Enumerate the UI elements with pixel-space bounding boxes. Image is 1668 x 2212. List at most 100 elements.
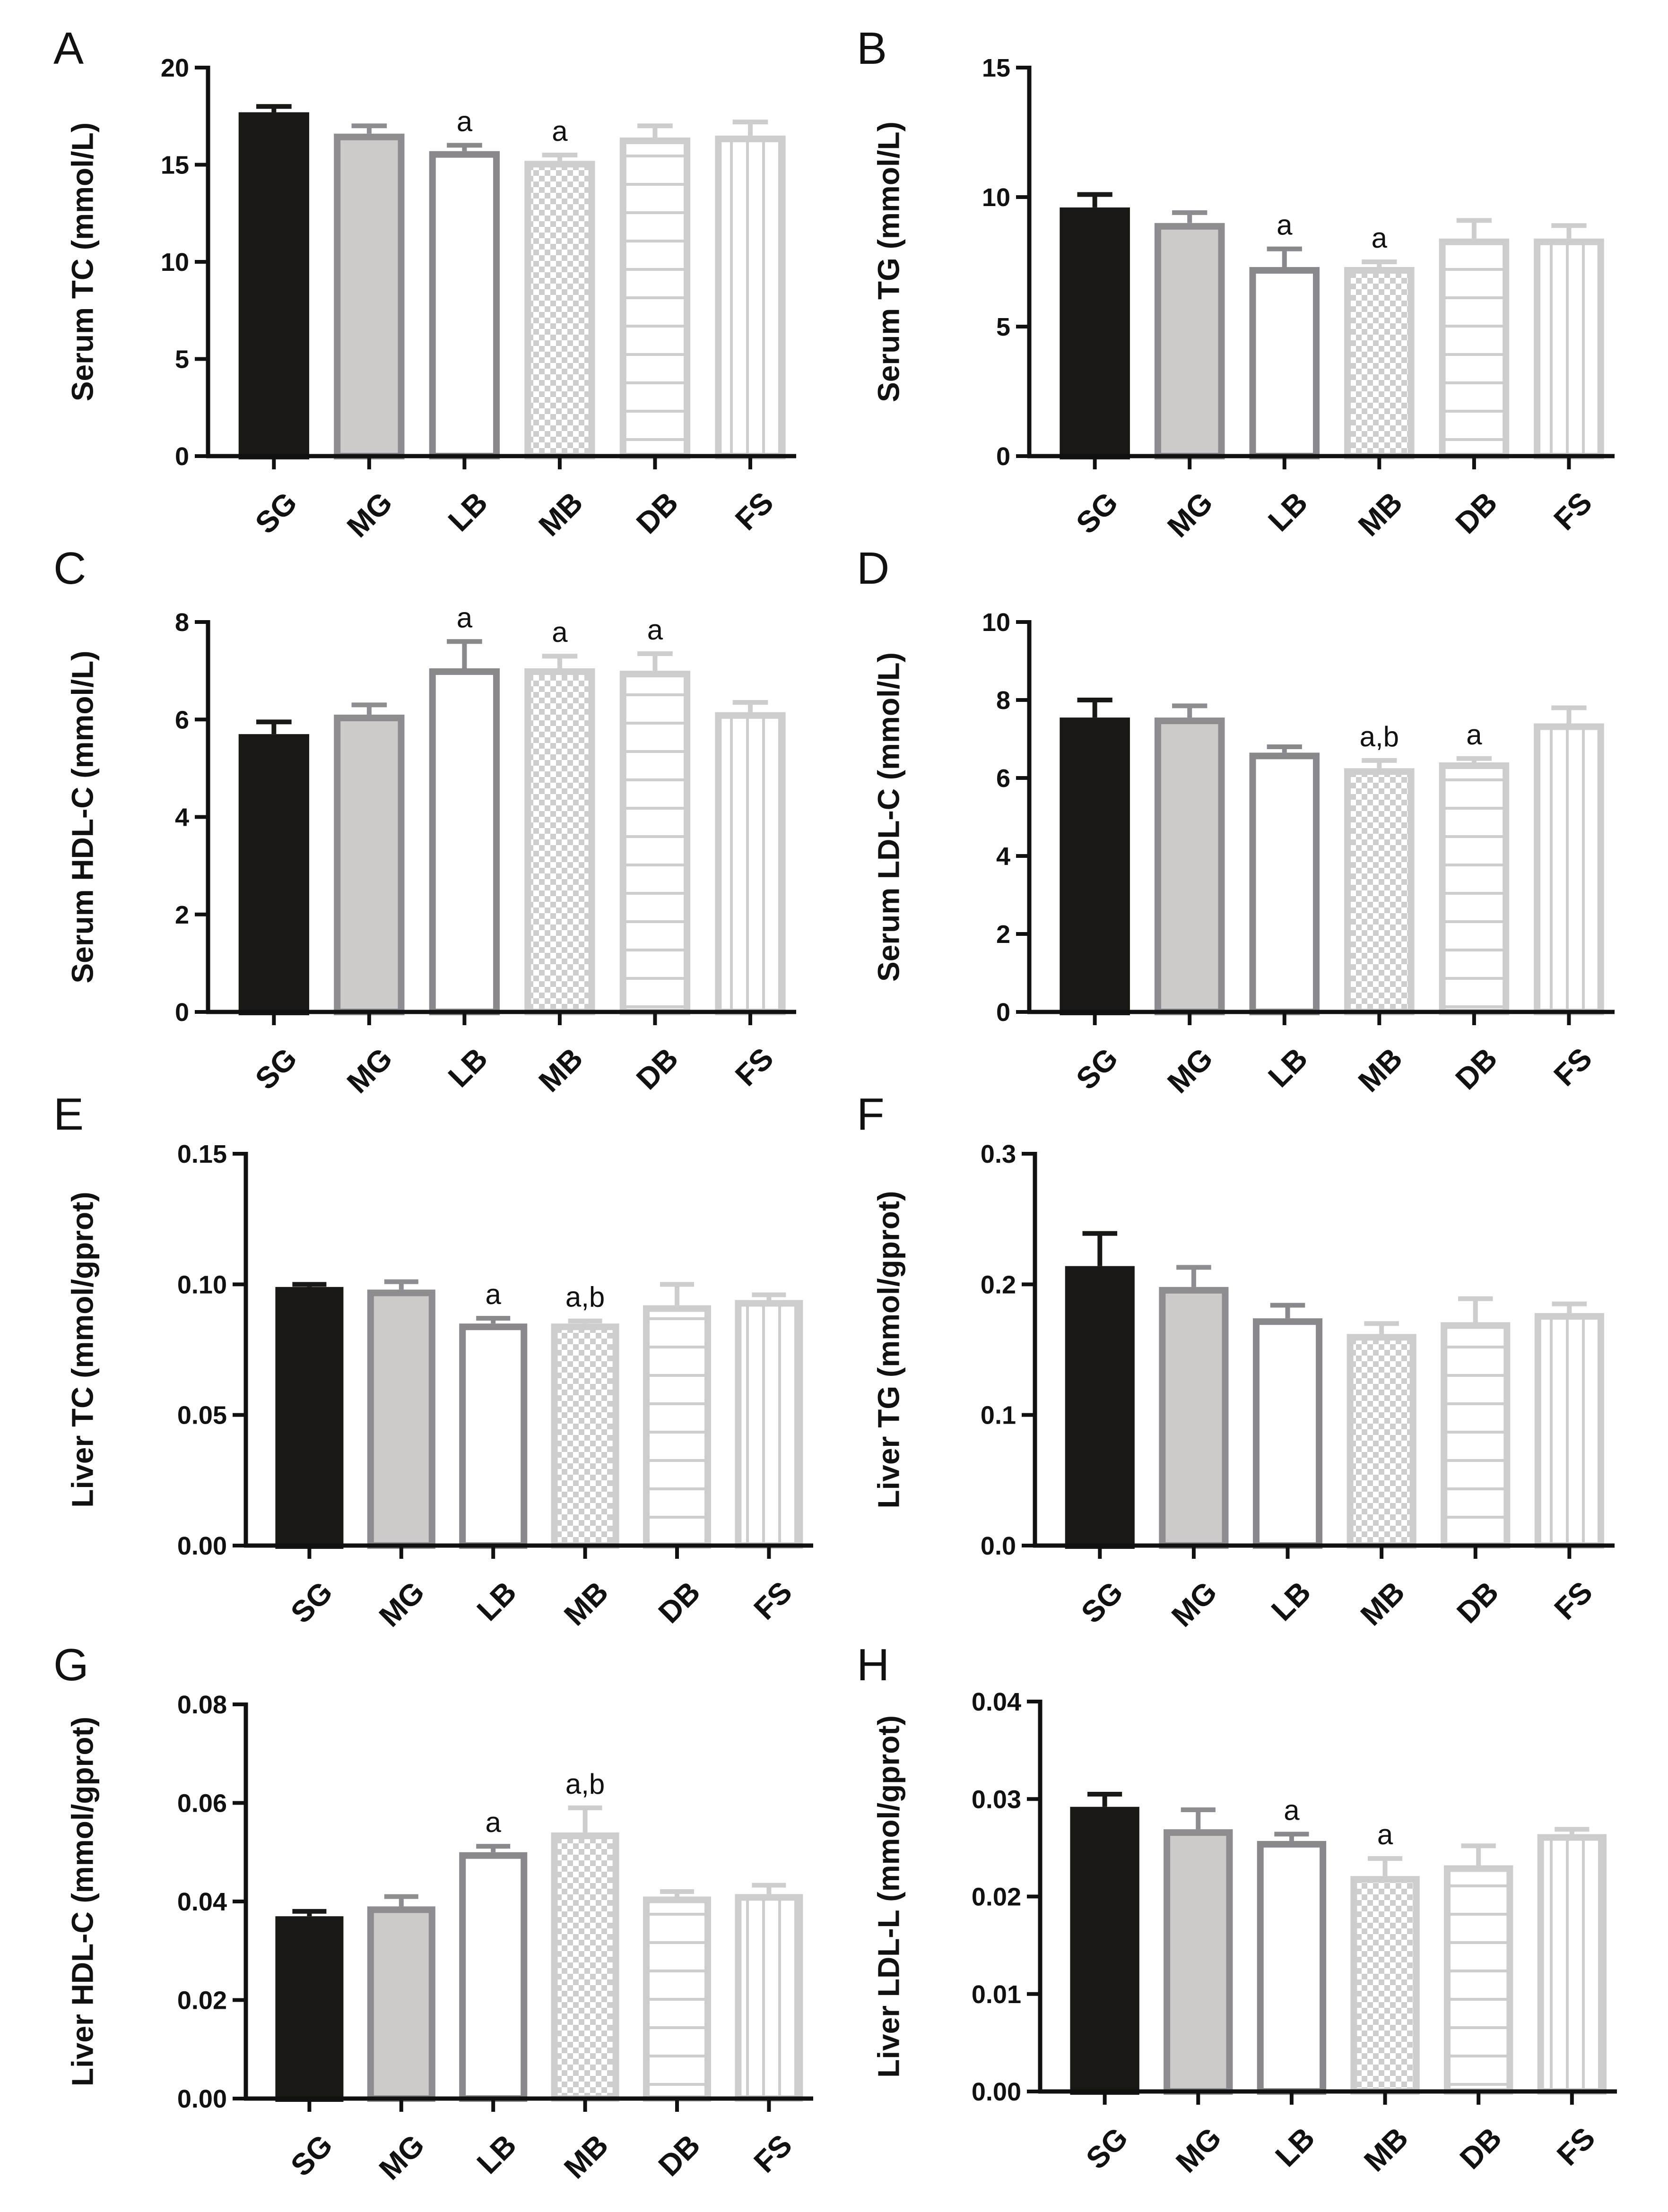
- y-tick-label: 0.2: [981, 1270, 1016, 1299]
- panel-label: A: [53, 23, 84, 74]
- bar-sg: [275, 1287, 344, 1549]
- x-tick-label: SG: [284, 2128, 339, 2183]
- panel-g: G Liver HDL-C (mmol/gprot) SG MG a LB a,b MB DB F…: [53, 1640, 813, 2186]
- x-tick-label: MG: [1165, 1575, 1224, 1633]
- y-axis-label: Serum LDL-C (mmol/L): [871, 652, 905, 982]
- y-tick-label: 10: [982, 608, 1010, 637]
- bar-sg: [238, 112, 309, 459]
- significance-label: a: [486, 1806, 502, 1838]
- y-tick-label: 0.10: [177, 1270, 227, 1299]
- x-tick-label: LB: [442, 1041, 494, 1094]
- bar-sg: [1060, 207, 1130, 460]
- bar-db: [643, 1305, 711, 1549]
- bar-fs: [1534, 723, 1604, 1015]
- bar-fs: [735, 1300, 803, 1549]
- x-tick-label: FS: [1547, 1041, 1598, 1093]
- x-tick-label: MB: [532, 485, 589, 543]
- y-tick-label: 0.01: [972, 1980, 1021, 2009]
- y-tick-label: 0.00: [177, 1532, 227, 1560]
- bar-db: [643, 1896, 711, 2102]
- bar-sg: [1070, 1806, 1139, 2095]
- x-tick-label: SG: [249, 1041, 304, 1096]
- y-tick-label: 4: [175, 804, 189, 832]
- significance-label: a: [1372, 222, 1388, 254]
- y-tick-label: 0.04: [177, 1888, 227, 1916]
- x-tick-label: MG: [340, 1041, 399, 1100]
- significance-label: a: [457, 105, 473, 137]
- bar-fs: [735, 1894, 803, 2102]
- bar-fs: [1534, 1313, 1604, 1549]
- bar-mb: [1344, 267, 1415, 460]
- panel-b: B Serum TG (mmol/L) SG MG a LB a MB DB FS 0 5 10 15: [857, 23, 1615, 544]
- bar-mg: [1154, 717, 1225, 1015]
- bar-db: [1439, 762, 1510, 1015]
- x-tick-label: FS: [747, 2128, 799, 2179]
- y-tick-label: 0.02: [972, 1883, 1021, 1911]
- bar-sg: [275, 1916, 344, 2102]
- bar-fs: [715, 712, 786, 1015]
- bar-mb: [1344, 768, 1415, 1015]
- x-tick-label: DB: [1449, 1041, 1503, 1096]
- panel-h: H Liver LDL-L (mmol/gprot) SG MG a LB a MB DB FS 0…: [857, 1640, 1617, 2179]
- x-tick-label: LB: [1261, 485, 1314, 538]
- significance-label: a: [552, 115, 568, 147]
- panel-c: C Serum HDL-C (mmol/L) SG MG a LB a MB a DB FS 0 2 4 6…: [53, 543, 796, 1100]
- x-tick-label: MG: [1161, 485, 1219, 544]
- significance-label: a,b: [565, 1768, 605, 1800]
- bar-mb: [524, 668, 595, 1015]
- x-tick-label: FS: [729, 485, 780, 537]
- x-tick-label: LB: [470, 1575, 523, 1627]
- bar-lb: [429, 668, 500, 1015]
- bar-db: [619, 137, 691, 459]
- panel-label: C: [53, 543, 86, 594]
- y-axis-label: Serum HDL-C (mmol/L): [65, 651, 99, 984]
- x-tick-label: LB: [1261, 1041, 1314, 1094]
- y-axis-label: Liver LDL-L (mmol/gprot): [871, 1715, 905, 2078]
- y-tick-label: 0: [175, 442, 189, 471]
- y-tick-label: 0.08: [177, 1691, 227, 1719]
- y-axis-label: Liver TC (mmol/gprot): [65, 1192, 99, 1507]
- x-tick-label: MG: [373, 1575, 431, 1633]
- significance-label: a: [486, 1279, 502, 1310]
- y-tick-label: 15: [161, 151, 189, 180]
- x-tick-label: DB: [1449, 485, 1503, 540]
- bar-sg: [238, 734, 309, 1015]
- x-tick-label: DB: [630, 485, 685, 540]
- x-tick-label: SG: [1079, 2121, 1134, 2176]
- x-tick-label: MG: [340, 485, 399, 544]
- x-tick-label: LB: [1265, 1575, 1317, 1627]
- bar-db: [619, 671, 691, 1015]
- bar-db: [1441, 1322, 1511, 1549]
- bar-lb: [1249, 752, 1320, 1015]
- bar-sg: [1065, 1266, 1135, 1549]
- y-tick-label: 8: [996, 686, 1010, 715]
- y-tick-label: 0.05: [177, 1401, 227, 1430]
- x-tick-label: MG: [373, 2128, 431, 2186]
- y-tick-label: 0.1: [981, 1401, 1016, 1430]
- y-tick-label: 0.15: [177, 1140, 227, 1168]
- x-tick-label: MB: [557, 1575, 615, 1632]
- x-tick-label: MB: [1357, 2121, 1415, 2178]
- bar-mb: [1347, 1334, 1416, 1549]
- x-tick-label: DB: [630, 1041, 685, 1096]
- y-tick-label: 2: [996, 920, 1010, 949]
- significance-label: a: [457, 602, 473, 633]
- x-tick-label: MG: [1169, 2121, 1228, 2179]
- panel-e: E Liver TC (mmol/gprot) SG MG a LB a,b MB DB FS 0.…: [53, 1089, 813, 1633]
- y-tick-label: 0.3: [981, 1140, 1016, 1168]
- significance-label: a: [1377, 1819, 1393, 1850]
- bar-fs: [1534, 238, 1604, 459]
- y-tick-label: 0.00: [177, 2085, 227, 2113]
- y-tick-label: 5: [175, 346, 189, 374]
- bar-mg: [367, 1289, 435, 1549]
- significance-label: a: [552, 616, 568, 648]
- panel-label: F: [857, 1089, 885, 1140]
- x-tick-label: FS: [1547, 1575, 1599, 1626]
- x-tick-label: SG: [1075, 1575, 1129, 1630]
- bar-mg: [1159, 1287, 1229, 1549]
- y-tick-label: 0.04: [972, 1688, 1021, 1716]
- bar-mb: [1350, 1876, 1420, 2095]
- x-tick-label: SG: [1069, 1041, 1124, 1096]
- x-tick-label: SG: [1069, 485, 1124, 540]
- x-tick-label: DB: [1450, 1575, 1505, 1630]
